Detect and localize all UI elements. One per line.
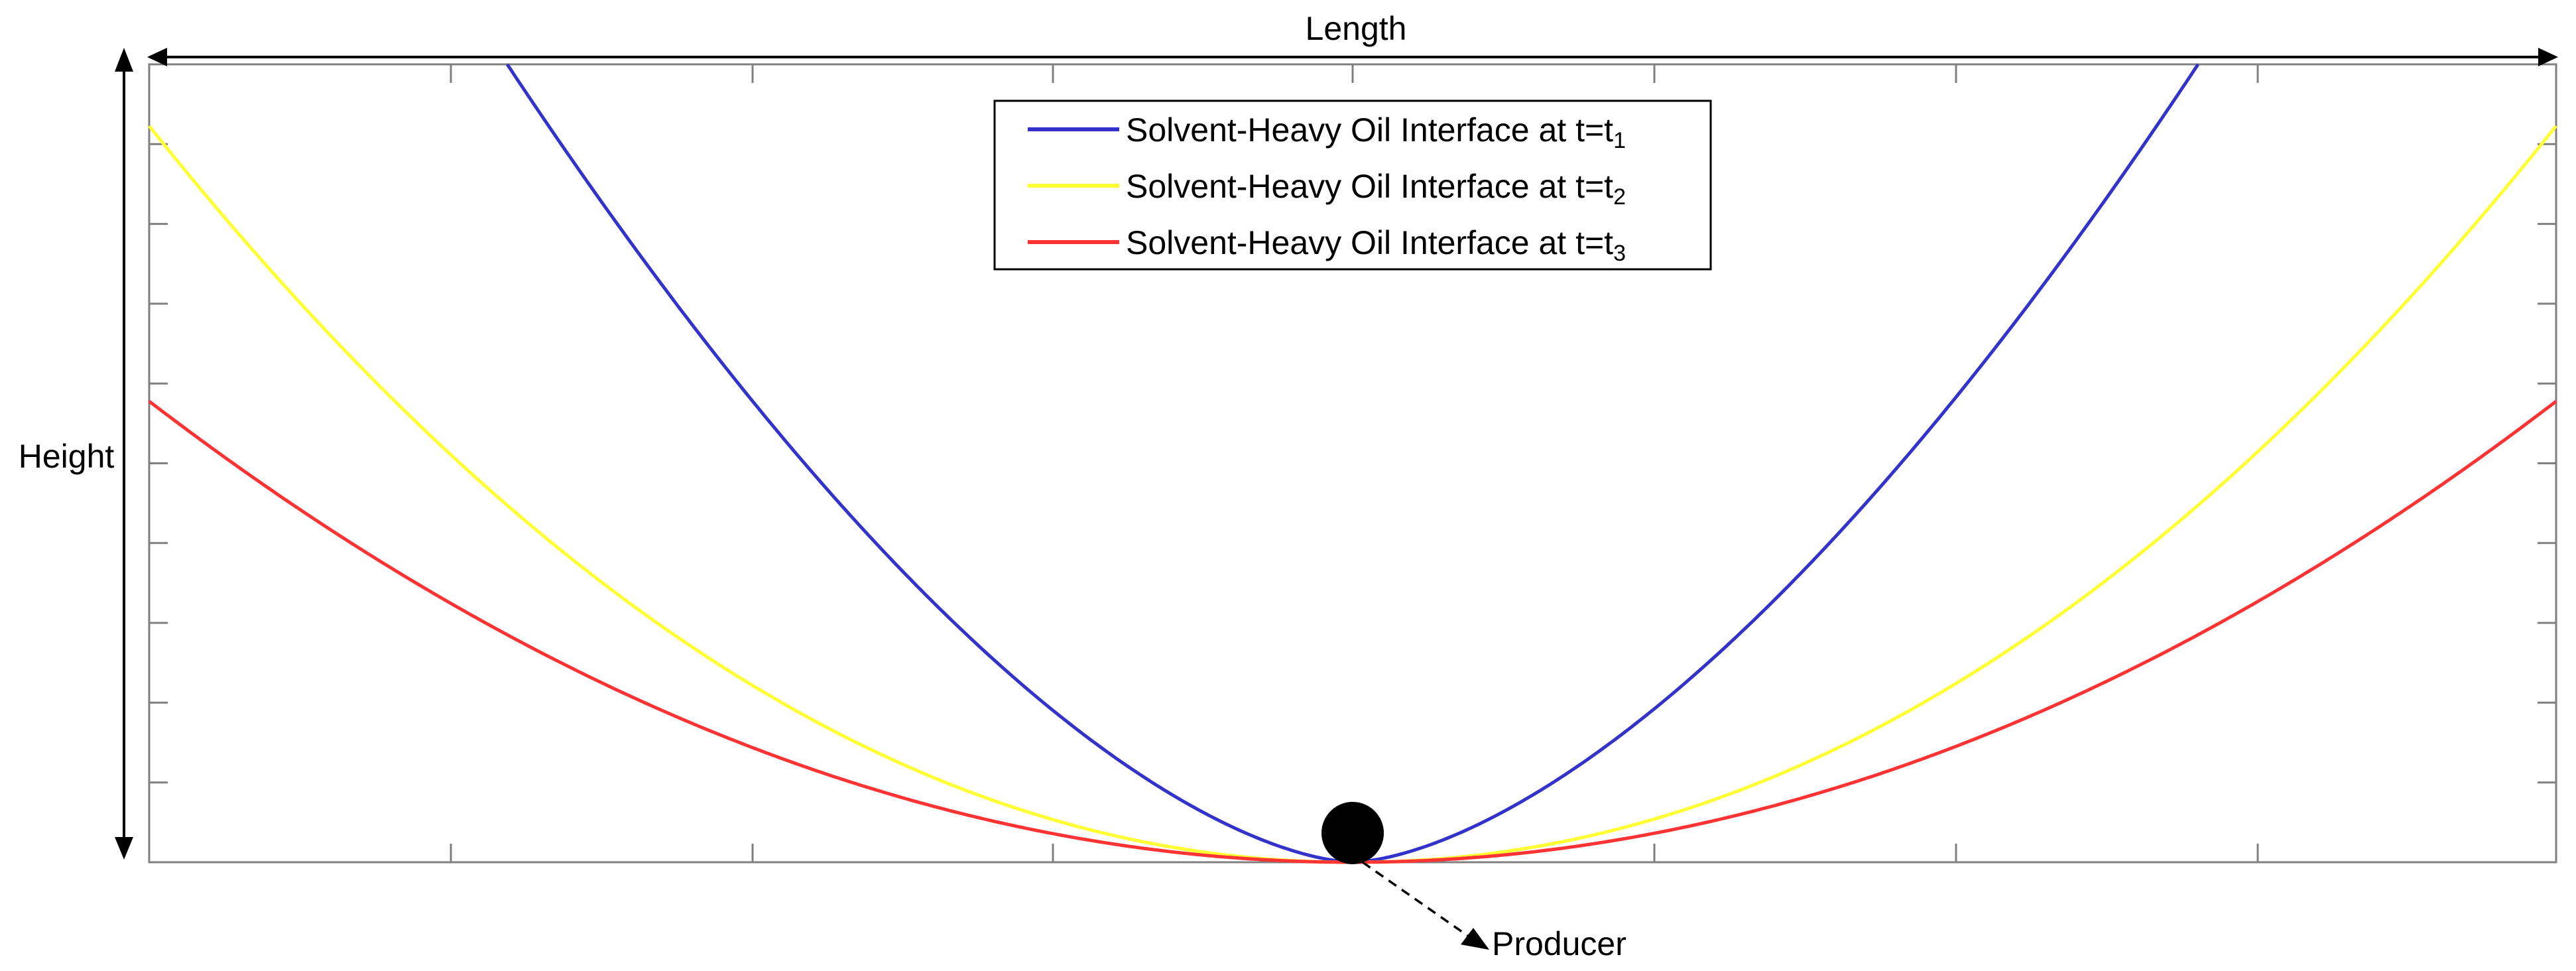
- producer-well: [1321, 802, 1384, 864]
- legend-sub-t2: 2: [1613, 184, 1626, 210]
- legend-label-t3: Solvent-Heavy Oil Interface at t=t: [1126, 224, 1613, 261]
- producer-label: Producer: [1492, 925, 1626, 962]
- legend-label-t1: Solvent-Heavy Oil Interface at t=t: [1126, 111, 1613, 149]
- legend-item-t2: Solvent-Heavy Oil Interface at t=t2: [1028, 168, 1626, 210]
- height-arrow: [115, 48, 133, 860]
- height-label: Height: [19, 438, 115, 475]
- legend: Solvent-Heavy Oil Interface at t=t1 Solv…: [993, 99, 1712, 271]
- svg-text:Solvent-Heavy Oil Interface at: Solvent-Heavy Oil Interface at t=t1: [1126, 111, 1626, 153]
- producer-pointer-arrow: [1361, 861, 1489, 950]
- legend-label-t2: Solvent-Heavy Oil Interface at t=t: [1126, 168, 1613, 205]
- legend-sub-t3: 3: [1613, 241, 1626, 266]
- length-arrow: [147, 48, 2558, 66]
- svg-text:Solvent-Heavy Oil Interface at: Solvent-Heavy Oil Interface at t=t3: [1126, 224, 1626, 266]
- axis-ticks: [149, 64, 2556, 862]
- legend-sub-t1: 1: [1613, 128, 1626, 153]
- svg-text:Solvent-Heavy Oil Interface at: Solvent-Heavy Oil Interface at t=t2: [1126, 168, 1626, 210]
- legend-item-t3: Solvent-Heavy Oil Interface at t=t3: [1028, 224, 1626, 266]
- length-label: Length: [1306, 10, 1407, 47]
- legend-item-t1: Solvent-Heavy Oil Interface at t=t1: [1028, 111, 1626, 153]
- interface-curve-t3: [148, 400, 2557, 864]
